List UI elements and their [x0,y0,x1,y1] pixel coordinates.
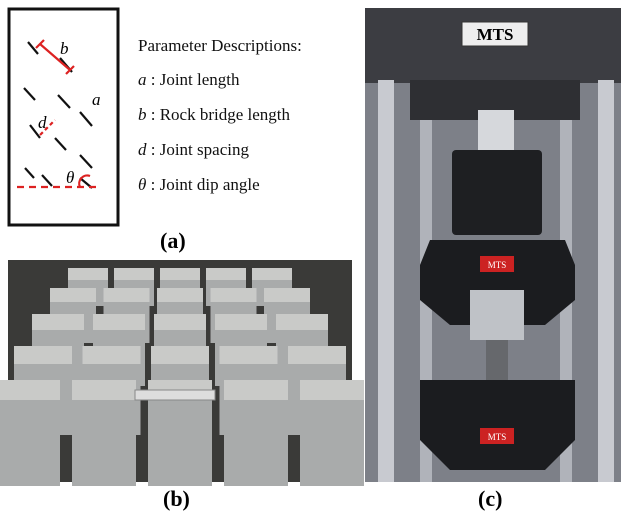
specimen-top [220,346,278,364]
specimen-top [215,314,267,330]
specimen-top [32,314,84,330]
specimen-top [252,268,292,280]
caption: (c) [478,486,502,512]
parameter-row: b : Rock bridge length [138,105,290,125]
machine-label: MTS [488,432,507,442]
specimen-top [50,288,96,302]
parameter-text: : Joint length [151,70,240,89]
parameter-symbol: b [138,105,147,124]
specimen-top [68,268,108,280]
specimen-top [72,380,136,400]
specimen-top [114,268,154,280]
parameter-text: : Joint spacing [151,140,249,159]
parameter-symbol: θ [138,175,146,194]
parameter-heading: Parameter Descriptions: [138,36,302,56]
figure: b a d θ MTS MTS MTS Parameter Descriptio… [0,0,623,515]
parameter-row: θ : Joint dip angle [138,175,260,195]
specimen-side [224,400,288,486]
specimen-top [0,380,60,400]
specimen-top [160,268,200,280]
specimen-side [148,400,212,486]
specimen-top [206,268,246,280]
specimen-top [14,346,72,364]
diagram-label: d [38,113,47,132]
specimen-top [104,288,150,302]
specimen-top [83,346,141,364]
caption: (b) [163,486,190,512]
parameter-text: : Rock bridge length [151,105,290,124]
specimen-top [151,346,209,364]
specimen-side [300,400,364,486]
parameter-symbol: d [138,140,147,159]
specimen-top [264,288,310,302]
parameter-symbol: a [138,70,147,89]
specimen-top [93,314,145,330]
caption: (a) [160,228,186,254]
specimen-top [157,288,203,302]
figure-art: b a d θ MTS MTS MTS [0,0,623,515]
specimen-top [211,288,257,302]
diagram-label: a [92,90,101,109]
specimen-side [0,400,60,486]
specimen-top [224,380,288,400]
specimen-top [300,380,364,400]
parameter-row: a : Joint length [138,70,240,90]
diagram-label: θ [66,168,74,187]
specimen-top [276,314,328,330]
diagram-label: b [60,39,69,58]
machine-label: MTS [477,25,514,44]
machine-label: MTS [488,260,507,270]
parameter-row: d : Joint spacing [138,140,249,160]
specimen-top [288,346,346,364]
specimen-top [154,314,206,330]
specimen-side [72,400,136,486]
ruler [135,390,215,400]
specimens [0,268,364,486]
parameter-text: : Joint dip angle [151,175,260,194]
